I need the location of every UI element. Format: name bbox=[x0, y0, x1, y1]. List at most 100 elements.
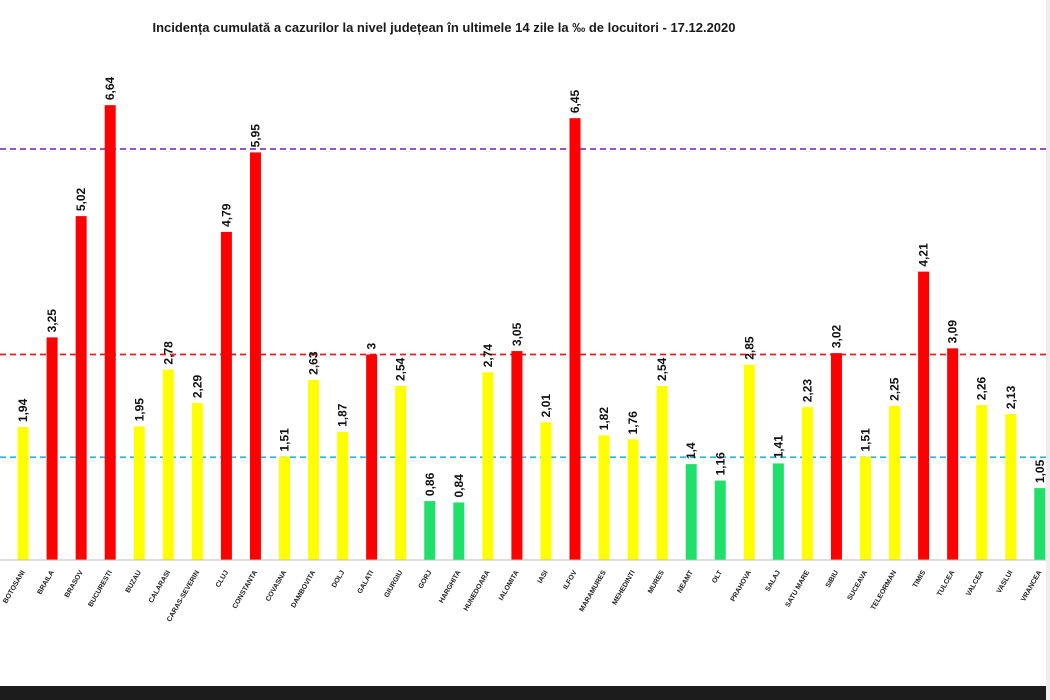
value-label: 5,95 bbox=[248, 124, 262, 148]
bar bbox=[743, 364, 755, 560]
bar bbox=[860, 456, 871, 560]
value-label: 0,84 bbox=[452, 474, 466, 498]
value-label: 4,79 bbox=[219, 203, 233, 227]
category-label: BUZAU bbox=[125, 570, 143, 595]
bar bbox=[104, 105, 116, 560]
category-label: GORJ bbox=[417, 569, 433, 590]
bar bbox=[453, 502, 465, 560]
value-label: 2,25 bbox=[888, 377, 902, 401]
value-label: 1,4 bbox=[684, 442, 698, 459]
category-label: CALARASI bbox=[148, 569, 172, 604]
category-label: BRASOV bbox=[64, 569, 85, 599]
value-label: 2,29 bbox=[190, 374, 204, 398]
value-label: 4,21 bbox=[917, 243, 931, 267]
value-label: 1,51 bbox=[859, 428, 873, 452]
value-label: 1,94 bbox=[16, 398, 30, 422]
value-label: 2,74 bbox=[481, 344, 495, 368]
bar bbox=[46, 337, 58, 560]
category-label: BRAILA bbox=[37, 570, 56, 596]
category-label: MEHEDINTI bbox=[612, 569, 637, 606]
category-label: CARAS-SEVERIN bbox=[166, 570, 201, 624]
bar bbox=[511, 351, 523, 560]
bar bbox=[714, 480, 726, 560]
value-label: 2,26 bbox=[975, 377, 989, 401]
bar bbox=[482, 372, 494, 560]
bar bbox=[162, 369, 174, 560]
category-label: GALATI bbox=[357, 569, 376, 595]
bar bbox=[918, 271, 930, 560]
value-label: 2,54 bbox=[394, 357, 408, 381]
category-label: COVASNA bbox=[265, 570, 288, 603]
value-label: 3,09 bbox=[946, 320, 960, 344]
value-label: 1,87 bbox=[336, 403, 350, 427]
value-label: 3 bbox=[365, 343, 379, 350]
chart-title: Incidența cumulată a cazurilor la nivel … bbox=[152, 20, 736, 35]
category-label: DOLJ bbox=[331, 569, 346, 589]
bar bbox=[220, 231, 232, 560]
bar bbox=[656, 386, 668, 560]
bar bbox=[947, 348, 959, 560]
category-label: TELEORMAN bbox=[870, 570, 898, 612]
category-label: HUNEDOARA bbox=[463, 570, 492, 613]
bar bbox=[366, 354, 378, 560]
value-label: 2,23 bbox=[800, 379, 814, 403]
value-label: 5,02 bbox=[74, 187, 88, 211]
value-label: 1,16 bbox=[713, 452, 727, 476]
value-label: 2,13 bbox=[1004, 385, 1018, 409]
value-label: 6,45 bbox=[568, 89, 582, 113]
category-label: IALOMITA bbox=[498, 570, 521, 602]
category-label: SALAJ bbox=[765, 569, 783, 592]
value-label: 1,82 bbox=[597, 407, 611, 431]
bar bbox=[598, 435, 610, 560]
bar bbox=[540, 422, 552, 560]
value-label: 1,05 bbox=[1033, 459, 1047, 483]
category-label: DAMBOVITA bbox=[290, 570, 317, 610]
value-label: 2,78 bbox=[161, 341, 175, 365]
value-label: 3,25 bbox=[45, 309, 59, 333]
category-label: NEAMT bbox=[676, 569, 695, 595]
bottom-border bbox=[0, 686, 1050, 700]
category-label: VASLUI bbox=[996, 569, 1015, 594]
bar bbox=[889, 405, 901, 560]
category-label: SUCEAVA bbox=[847, 570, 870, 602]
value-label: 1,76 bbox=[626, 411, 640, 435]
value-label: 2,63 bbox=[307, 351, 321, 375]
bar bbox=[1005, 414, 1017, 560]
bar bbox=[801, 407, 813, 560]
bar bbox=[75, 216, 87, 560]
bar bbox=[569, 118, 581, 561]
category-label: SATU MARE bbox=[785, 569, 812, 608]
value-label: 3,02 bbox=[829, 324, 843, 348]
value-label: 1,41 bbox=[771, 435, 785, 459]
value-label: 6,64 bbox=[103, 76, 117, 100]
category-label: ILFOV bbox=[562, 569, 579, 591]
category-label: PRAHOVA bbox=[730, 570, 753, 603]
value-label: 2,54 bbox=[655, 357, 669, 381]
category-label: OLT bbox=[711, 569, 724, 585]
value-label: 3,05 bbox=[510, 322, 524, 346]
category-label: GIURGIU bbox=[383, 570, 404, 599]
bar bbox=[976, 405, 988, 560]
value-label: 2,01 bbox=[539, 394, 553, 418]
category-label: TULCEA bbox=[936, 570, 956, 598]
category-label: IASI bbox=[537, 569, 550, 584]
category-label: BUCURESTI bbox=[87, 569, 114, 608]
category-label: CONSTANTA bbox=[232, 570, 260, 611]
bar bbox=[249, 152, 261, 561]
category-label: CLUJ bbox=[215, 569, 230, 588]
bar bbox=[627, 439, 639, 560]
category-label: VRANCEA bbox=[1020, 570, 1043, 603]
bar bbox=[191, 403, 203, 560]
bar bbox=[337, 431, 349, 560]
value-label: 1,51 bbox=[278, 428, 292, 452]
bar bbox=[395, 386, 407, 560]
category-label: HARGHITA bbox=[438, 570, 462, 605]
value-label: 0,86 bbox=[423, 472, 437, 496]
right-border bbox=[1046, 0, 1050, 700]
bar bbox=[133, 426, 145, 560]
category-label: TIMIS bbox=[912, 569, 928, 589]
bar bbox=[279, 456, 290, 560]
value-label: 2,85 bbox=[742, 336, 756, 360]
bar bbox=[308, 379, 320, 560]
